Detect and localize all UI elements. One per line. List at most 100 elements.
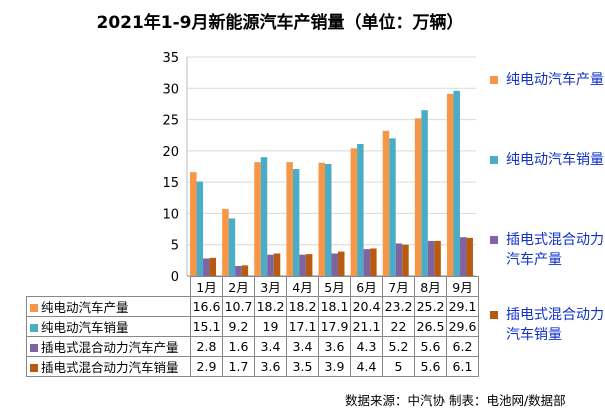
series-name: 插电式混合动力汽车产量 bbox=[41, 340, 179, 355]
x-tick-label: 9月 bbox=[446, 276, 479, 297]
bar-0-5 bbox=[350, 148, 358, 276]
data-label: 1.6 bbox=[222, 336, 255, 357]
data-label: 3.4 bbox=[254, 336, 287, 357]
bar-1-3 bbox=[292, 169, 300, 276]
bar-0-7 bbox=[414, 118, 422, 276]
data-label: 4.4 bbox=[350, 356, 383, 377]
data-label: 10.7 bbox=[222, 296, 255, 317]
bar-2-3 bbox=[299, 254, 306, 276]
bar-2-4 bbox=[331, 253, 338, 276]
x-tick-label: 5月 bbox=[318, 276, 351, 297]
data-label: 18.2 bbox=[254, 296, 287, 317]
y-tick-label: 20 bbox=[162, 145, 179, 160]
y-tick-label: 15 bbox=[162, 176, 179, 191]
legend-item: 插电式混合动力汽车销量 bbox=[490, 305, 605, 345]
data-label: 5.6 bbox=[414, 336, 447, 357]
bar-2-2 bbox=[267, 254, 274, 276]
data-label: 18.1 bbox=[318, 296, 351, 317]
bar-1-4 bbox=[325, 163, 332, 276]
bar-2-8 bbox=[459, 237, 467, 276]
bar-3-7 bbox=[434, 240, 441, 276]
data-label: 2.9 bbox=[190, 356, 223, 377]
data-label: 3.9 bbox=[318, 356, 351, 377]
x-tick-label: 4月 bbox=[286, 276, 319, 297]
data-label: 3.6 bbox=[254, 356, 287, 377]
series-name: 纯电动汽车销量 bbox=[41, 320, 129, 335]
bar-1-6 bbox=[389, 138, 396, 276]
bar-3-6 bbox=[402, 244, 409, 276]
table-row: 纯电动汽车销量 15.1 9.2 19 17.1 17.9 21.1 22 26.5 29.6 bbox=[26, 316, 479, 337]
bar-2-6 bbox=[395, 243, 403, 276]
bar-3-3 bbox=[305, 254, 313, 276]
legend-item: 纯电动汽车产量 bbox=[490, 70, 605, 90]
table-row: 插电式混合动力汽车产量 2.8 1.6 3.4 3.4 3.6 4.3 5.2 5.6 6.2 bbox=[26, 336, 479, 357]
bar-1-7 bbox=[421, 110, 428, 276]
legend-swatch bbox=[490, 76, 498, 84]
table-row: 纯电动汽车产量 16.6 10.7 18.2 18.2 18.1 20.4 23.2 25.2 2… bbox=[26, 296, 479, 317]
bar-0-6 bbox=[382, 130, 390, 276]
data-label: 3.5 bbox=[286, 356, 319, 377]
legend-label: 纯电动汽车产量 bbox=[506, 72, 604, 88]
legend-item: 插电式混合动力汽车产量 bbox=[490, 230, 605, 270]
data-label: 16.6 bbox=[190, 296, 223, 317]
data-label: 25.2 bbox=[414, 296, 447, 317]
y-tick-label: 10 bbox=[162, 207, 179, 222]
data-label: 3.4 bbox=[286, 336, 319, 357]
data-label: 3.6 bbox=[318, 336, 351, 357]
x-tick-label: 7月 bbox=[382, 276, 415, 297]
table-header-row: 1月 2月 3月 4月 5月 6月 7月 8月 9月 bbox=[27, 276, 479, 297]
row-label: 纯电动汽车产量 bbox=[26, 296, 191, 317]
data-label: 26.5 bbox=[414, 316, 447, 337]
bar-3-2 bbox=[273, 253, 281, 276]
data-label: 5 bbox=[382, 356, 415, 377]
bar-1-1 bbox=[228, 218, 236, 276]
data-label: 29.6 bbox=[446, 316, 479, 337]
row-label: 插电式混合动力汽车产量 bbox=[26, 336, 191, 357]
y-tick-label: 5 bbox=[171, 239, 179, 254]
bar-1-0 bbox=[196, 181, 204, 276]
corner-cell bbox=[27, 277, 191, 297]
bar-3-4 bbox=[338, 251, 345, 276]
data-label: 5.6 bbox=[414, 356, 447, 377]
data-label: 29.1 bbox=[446, 296, 479, 317]
bar-0-2 bbox=[254, 162, 261, 276]
bar-3-5 bbox=[370, 248, 377, 276]
bar-3-1 bbox=[241, 265, 249, 276]
bar-0-0 bbox=[190, 172, 197, 276]
data-label: 6.2 bbox=[446, 336, 479, 357]
chart-title: 2021年1-9月新能源汽车产销量（单位：万辆） bbox=[96, 13, 464, 33]
x-tick-label: 6月 bbox=[350, 276, 383, 297]
legend-swatch bbox=[490, 156, 498, 164]
legend-item: 纯电动汽车销量 bbox=[490, 150, 605, 170]
data-label: 9.2 bbox=[222, 316, 255, 337]
table-row: 插电式混合动力汽车销量 2.9 1.7 3.6 3.5 3.9 4.4 5 5.6 6.1 bbox=[26, 356, 479, 377]
y-tick-label: 30 bbox=[162, 82, 179, 97]
row-label: 纯电动汽车销量 bbox=[26, 316, 191, 337]
data-label: 4.3 bbox=[350, 336, 383, 357]
data-label: 17.1 bbox=[286, 316, 319, 337]
bar-3-0 bbox=[209, 257, 217, 276]
bar-1-2 bbox=[260, 157, 268, 276]
x-tick-label: 8月 bbox=[414, 276, 447, 297]
data-label: 20.4 bbox=[350, 296, 383, 317]
data-label: 22 bbox=[382, 316, 415, 337]
x-tick-label: 3月 bbox=[254, 276, 287, 297]
series-name: 纯电动汽车产量 bbox=[41, 300, 129, 315]
series-name: 插电式混合动力汽车销量 bbox=[41, 360, 179, 375]
y-tick-label: 0 bbox=[171, 270, 179, 285]
x-tick-label: 1月 bbox=[190, 276, 223, 297]
bar-2-5 bbox=[363, 249, 371, 276]
data-label: 1.7 bbox=[222, 356, 255, 377]
bar-0-4 bbox=[318, 162, 325, 276]
bar-0-3 bbox=[286, 162, 293, 276]
data-table: 1月 2月 3月 4月 5月 6月 7月 8月 9月纯电动汽车产量 16.6 10.7 18.2 18.… bbox=[26, 276, 479, 377]
y-tick-label: 35 bbox=[162, 51, 179, 66]
x-tick-label: 2月 bbox=[222, 276, 255, 297]
legend-swatch bbox=[30, 304, 38, 312]
data-label: 6.1 bbox=[446, 356, 479, 377]
bar-3-8 bbox=[466, 237, 473, 276]
row-label: 插电式混合动力汽车销量 bbox=[26, 356, 191, 377]
legend-label: 插电式混合动力汽车销量 bbox=[506, 307, 604, 343]
data-label: 19 bbox=[254, 316, 287, 337]
